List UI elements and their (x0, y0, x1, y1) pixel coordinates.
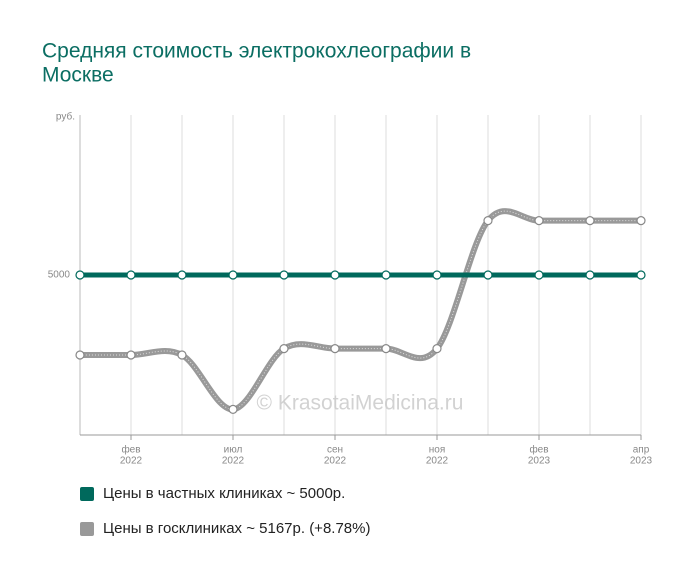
x-tick-label: 2023 (528, 456, 551, 467)
point (534, 270, 544, 280)
point (483, 270, 493, 280)
point (381, 270, 391, 280)
x-tick-label: ноя (429, 445, 446, 456)
point (126, 350, 136, 360)
point (75, 350, 85, 360)
point (228, 270, 238, 280)
chart-title: Москве (42, 64, 114, 87)
point (636, 270, 646, 280)
point (177, 270, 187, 280)
point (381, 344, 391, 354)
legend-swatch (80, 522, 94, 536)
y-tick-label: 5000 (48, 270, 71, 281)
point (279, 344, 289, 354)
chart-title: Средняя стоимость электрокохлеографии в (42, 40, 471, 63)
point (177, 350, 187, 360)
x-tick-label: июл (224, 445, 243, 456)
legend-label: Цены в частных клиниках ~ 5000р. (103, 485, 345, 502)
point (75, 270, 85, 280)
point (126, 270, 136, 280)
legend-label: Цены в госклиниках ~ 5167р. (+8.78%) (103, 520, 370, 537)
x-tick-label: сен (327, 445, 343, 456)
series-line-texture (80, 210, 641, 410)
x-tick-label: 2023 (630, 456, 653, 467)
y-axis-label: руб. (56, 111, 75, 123)
point (330, 270, 340, 280)
point (636, 216, 646, 226)
x-tick-label: 2022 (120, 456, 143, 467)
point (432, 344, 442, 354)
point (432, 270, 442, 280)
legend-swatch (80, 487, 94, 501)
x-tick-label: 2022 (426, 456, 449, 467)
x-tick-label: фев (121, 444, 140, 456)
x-tick-label: апр (633, 445, 650, 456)
point (534, 216, 544, 226)
point (228, 404, 238, 414)
watermark: © KrasotaiMedicina.ru (257, 392, 464, 415)
x-tick-label: 2022 (222, 456, 245, 467)
point (585, 270, 595, 280)
point (483, 216, 493, 226)
series-line (80, 208, 641, 413)
point (279, 270, 289, 280)
point (585, 216, 595, 226)
x-tick-label: 2022 (324, 456, 347, 467)
point (330, 344, 340, 354)
x-tick-label: фев (529, 444, 548, 456)
